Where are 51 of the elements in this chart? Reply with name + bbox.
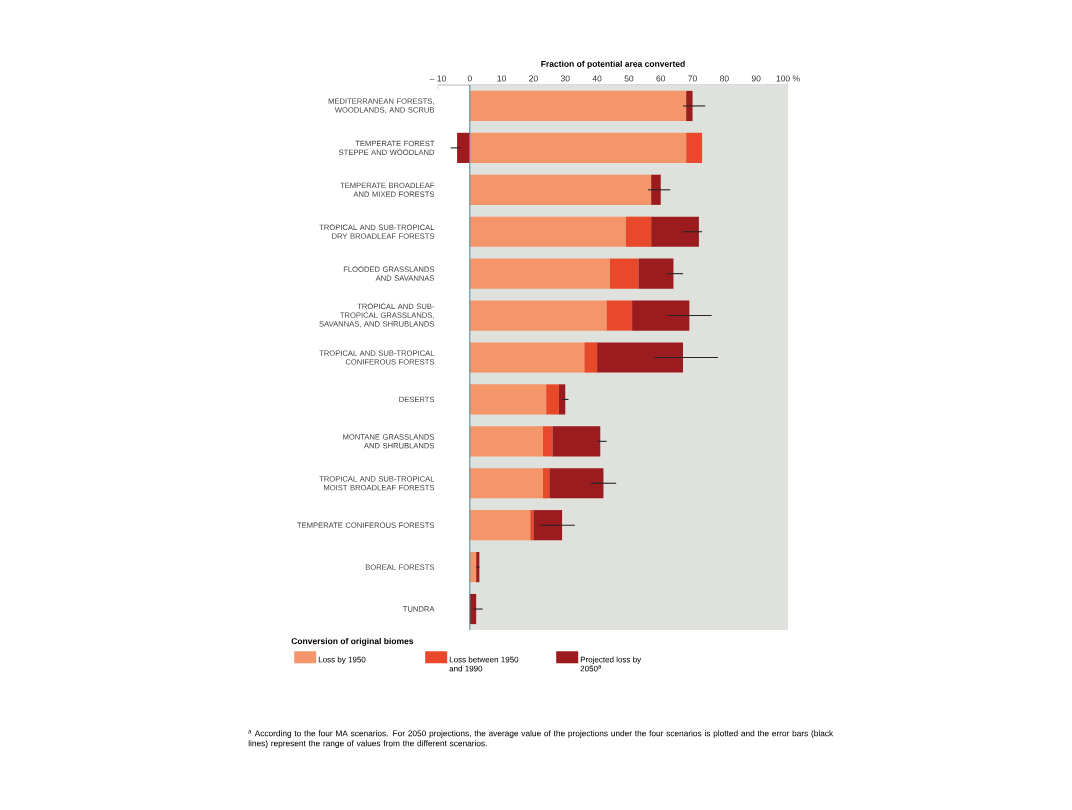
bar bbox=[469, 384, 547, 415]
bar bbox=[584, 342, 598, 373]
x-tick-label: 0 bbox=[467, 75, 472, 82]
bar bbox=[651, 174, 661, 205]
bar bbox=[651, 216, 699, 247]
x-axis-title: Fraction of potential area converted bbox=[541, 60, 685, 69]
bar bbox=[469, 552, 477, 583]
bar bbox=[549, 468, 604, 499]
x-tick-label: 10 bbox=[497, 75, 507, 82]
bar bbox=[546, 384, 559, 415]
bar bbox=[469, 132, 687, 163]
bar bbox=[469, 510, 531, 541]
bar bbox=[625, 216, 652, 247]
bar bbox=[606, 300, 633, 331]
x-tick-label: 20 bbox=[529, 75, 538, 82]
x-tick-label: 80 bbox=[720, 75, 729, 82]
legend-label: Loss by 1950 bbox=[318, 656, 366, 664]
legend-title: Conversion of original biomes bbox=[291, 637, 414, 646]
bar bbox=[632, 300, 690, 331]
bar bbox=[469, 300, 607, 331]
bar bbox=[533, 510, 563, 541]
text: $^{a}$ According to the four MA scenarios. For 2050 projections, the average value of the projections under the four scenarios is plotted and the error bars (black lines) represent the range of values from the different scenarios. bbox=[248, 730, 834, 748]
bar bbox=[469, 426, 543, 457]
bar bbox=[469, 216, 626, 247]
x-tick-label: – 10 bbox=[429, 75, 446, 82]
bar bbox=[686, 90, 693, 122]
x-tick-label: 70 bbox=[688, 75, 697, 82]
x-tick-label: 60 bbox=[656, 75, 666, 82]
x-tick-label: 40 bbox=[592, 75, 602, 82]
bar bbox=[469, 593, 477, 625]
bar bbox=[686, 132, 703, 163]
bar bbox=[457, 132, 470, 163]
x-tick-label: 50 bbox=[624, 75, 634, 82]
bar bbox=[552, 426, 601, 457]
bar bbox=[597, 342, 683, 373]
bar bbox=[638, 258, 674, 289]
legend-label: Loss between 1950 and 1990 bbox=[449, 656, 519, 672]
legend-label: Projected loss by 2050$^{a}$ bbox=[580, 656, 642, 672]
bar bbox=[543, 468, 550, 499]
bar bbox=[469, 342, 585, 373]
bar bbox=[469, 468, 543, 499]
bar bbox=[530, 510, 534, 541]
bar bbox=[609, 258, 639, 289]
bar bbox=[469, 174, 652, 205]
x-tick-label: 90 bbox=[751, 75, 761, 82]
x-tick-label: 100 % bbox=[776, 75, 800, 82]
x-tick-label: 30 bbox=[560, 75, 570, 82]
bar bbox=[558, 384, 566, 415]
bar bbox=[469, 258, 610, 289]
bar bbox=[543, 426, 553, 457]
bar bbox=[469, 90, 687, 122]
